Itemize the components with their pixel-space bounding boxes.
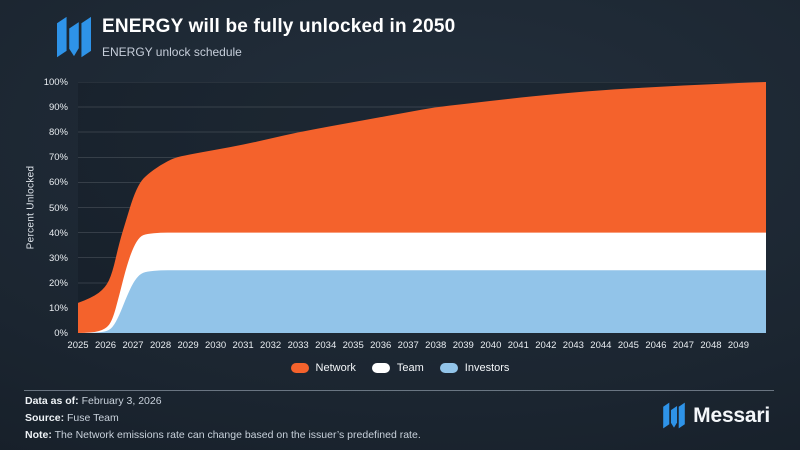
x-tick-label: 2027 [122, 340, 144, 351]
x-tick-label: 2029 [177, 340, 199, 351]
legend-swatch-investors [439, 363, 458, 373]
legend-label-investors: Investors [464, 362, 510, 374]
footer-data-as-of-value: February 3, 2026 [81, 395, 162, 407]
x-tick-label: 2034 [315, 340, 337, 351]
y-tick-label: 60% [48, 177, 68, 189]
legend-item-network: Network [290, 362, 356, 374]
x-tick-label: 2041 [507, 340, 529, 351]
brand-lockup: Messari [663, 402, 770, 429]
x-tick-label: 2037 [397, 340, 419, 351]
messari-brand-icon [663, 402, 685, 429]
y-tick-label: 10% [48, 302, 68, 314]
messari-logo-icon [57, 16, 91, 58]
brand-name: Messari [693, 403, 770, 427]
legend-item-team: Team [371, 362, 424, 374]
y-tick-label: 70% [48, 152, 68, 164]
x-tick-label: 2047 [672, 340, 694, 351]
x-tick-label: 2035 [342, 340, 364, 351]
footer-divider [24, 390, 774, 391]
x-tick-label: 2030 [205, 340, 227, 351]
y-tick-label: 0% [54, 328, 68, 339]
footer-note-label: Note: [25, 429, 52, 441]
y-tick-label: 100% [43, 77, 68, 88]
footer-note: Note: The Network emissions rate can cha… [25, 429, 421, 442]
chart-legend: Network Team Investors [0, 362, 800, 374]
legend-label-network: Network [315, 362, 356, 374]
y-tick-label: 80% [48, 127, 68, 139]
x-tick-label: 2039 [452, 340, 474, 351]
y-tick-label: 40% [48, 227, 68, 239]
x-tick-label: 2025 [67, 340, 89, 351]
x-tick-label: 2048 [700, 340, 722, 351]
x-tick-label: 2026 [94, 340, 117, 351]
footer-source-label: Source: [25, 412, 65, 424]
x-tick-label: 2031 [232, 340, 254, 351]
x-tick-label: 2028 [149, 340, 172, 351]
x-tick-label: 2033 [287, 340, 309, 351]
footer-data-as-of-label: Data as of: [25, 395, 79, 407]
legend-item-investors: Investors [439, 362, 510, 374]
page-title: ENERGY will be fully unlocked in 2050 [102, 16, 456, 37]
legend-swatch-team [371, 363, 390, 373]
footer-note-value: The Network emissions rate can change ba… [54, 429, 421, 441]
footer-source-value: Fuse Team [67, 412, 119, 424]
x-tick-label: 2032 [260, 340, 282, 351]
stacked-area-svg [78, 82, 766, 333]
x-tick-label: 2042 [535, 340, 557, 351]
x-tick-label: 2036 [370, 340, 392, 351]
y-tick-label: 30% [48, 252, 68, 264]
area-investors [78, 270, 766, 333]
x-tick-label: 2040 [480, 340, 502, 351]
x-tick-label: 2049 [727, 340, 750, 351]
x-tick-label: 2045 [617, 340, 639, 351]
x-tick-label: 2046 [645, 340, 667, 351]
footer-source: Source: Fuse Team [25, 412, 119, 425]
x-tick-label: 2038 [425, 340, 447, 351]
unlock-area-chart: 0% 10% 20% 30% 40% 50% 60% 70% 80% 90% 100% 2025 20… [44, 77, 766, 351]
legend-label-team: Team [396, 362, 424, 374]
legend-swatch-network [290, 363, 309, 373]
y-tick-label: 50% [48, 202, 68, 214]
y-tick-label: 20% [48, 277, 68, 289]
y-tick-label: 90% [48, 102, 68, 114]
x-tick-label: 2044 [590, 340, 612, 351]
page-subtitle: ENERGY unlock schedule [102, 45, 242, 59]
footer-data-as-of: Data as of: February 3, 2026 [25, 395, 162, 408]
x-tick-label: 2043 [562, 340, 584, 351]
